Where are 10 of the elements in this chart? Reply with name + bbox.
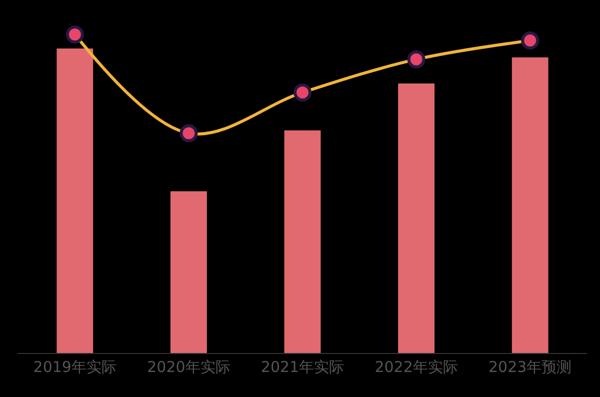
x-tick-label: 2022年实际 — [374, 358, 458, 376]
x-tick-label: 2023年预测 — [488, 358, 572, 376]
bar — [284, 130, 321, 353]
x-tick-label: 2019年实际 — [33, 358, 116, 376]
bar — [398, 84, 435, 353]
x-tick-label: 2021年实际 — [260, 358, 344, 376]
bar — [56, 48, 94, 353]
bar — [170, 191, 207, 353]
bar — [512, 57, 548, 353]
x-tick-label: 2020年实际 — [147, 358, 230, 376]
